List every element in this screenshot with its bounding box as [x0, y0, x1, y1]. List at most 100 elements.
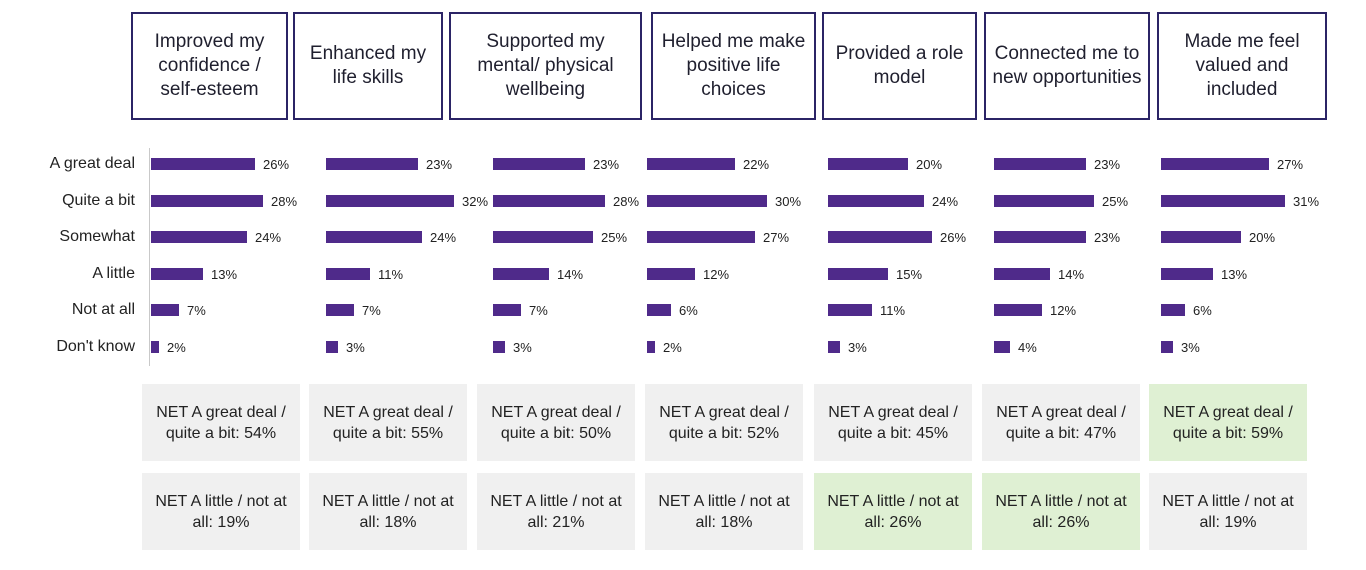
net-summary-box: NET A little / not at all: 19% — [142, 473, 300, 550]
bar — [1161, 341, 1173, 353]
bar — [493, 341, 505, 353]
data-label: 32% — [462, 194, 489, 209]
bar — [151, 231, 247, 243]
bar — [828, 304, 872, 316]
y-axis-line — [149, 148, 150, 366]
net-summary-box: NET A great deal / quite a bit: 47% — [982, 384, 1140, 461]
series-header: Supported my mental/ physical wellbeing — [449, 12, 642, 120]
series-header: Connected me to new opportunities — [984, 12, 1150, 120]
data-label: 6% — [1193, 303, 1212, 318]
bar — [493, 231, 593, 243]
bar — [1161, 268, 1213, 280]
bar — [493, 304, 521, 316]
bar — [994, 341, 1010, 353]
bar — [994, 304, 1042, 316]
bar — [1161, 158, 1269, 170]
data-label: 30% — [775, 194, 802, 209]
data-label: 3% — [848, 340, 867, 355]
net-summary-box: NET A little / not at all: 26% — [982, 473, 1140, 550]
series-header: Improved my confidence / self-esteem — [131, 12, 288, 120]
bar — [828, 268, 888, 280]
net-summary-box: NET A great deal / quite a bit: 50% — [477, 384, 635, 461]
data-label: 4% — [1018, 340, 1037, 355]
bar — [994, 158, 1086, 170]
bar — [994, 268, 1050, 280]
data-label: 11% — [880, 303, 906, 318]
bar — [326, 231, 422, 243]
data-label: 24% — [430, 230, 457, 245]
bar — [493, 195, 605, 207]
net-summary-box: NET A great deal / quite a bit: 59% — [1149, 384, 1307, 461]
data-label: 31% — [1293, 194, 1320, 209]
bar — [326, 304, 354, 316]
net-summary-box: NET A little / not at all: 21% — [477, 473, 635, 550]
bar — [647, 195, 767, 207]
data-label: 13% — [1221, 267, 1248, 282]
data-label: 7% — [529, 303, 548, 318]
category-label: Don't know — [56, 338, 135, 355]
bar — [326, 268, 370, 280]
data-label: 3% — [346, 340, 365, 355]
data-label: 11% — [378, 267, 404, 282]
net-summary-box: NET A great deal / quite a bit: 45% — [814, 384, 972, 461]
net-summary-box: NET A great deal / quite a bit: 55% — [309, 384, 467, 461]
data-label: 23% — [1094, 157, 1121, 172]
data-label: 13% — [211, 267, 238, 282]
bar — [326, 195, 454, 207]
bar — [647, 341, 655, 353]
data-label: 3% — [1181, 340, 1200, 355]
bar — [493, 158, 585, 170]
data-label: 26% — [940, 230, 967, 245]
bar — [151, 195, 263, 207]
net-summary-box: NET A great deal / quite a bit: 54% — [142, 384, 300, 461]
net-summary-box: NET A little / not at all: 26% — [814, 473, 972, 550]
data-label: 23% — [1094, 230, 1121, 245]
bar — [326, 341, 338, 353]
net-summary-box: NET A little / not at all: 19% — [1149, 473, 1307, 550]
data-label: 14% — [557, 267, 584, 282]
bar — [994, 195, 1094, 207]
bar — [647, 268, 695, 280]
bar — [828, 341, 840, 353]
bar — [647, 158, 735, 170]
data-label: 2% — [167, 340, 186, 355]
data-label: 23% — [593, 157, 620, 172]
bar — [994, 231, 1086, 243]
series-header: Helped me make positive life choices — [651, 12, 816, 120]
data-label: 3% — [513, 340, 532, 355]
data-label: 24% — [932, 194, 959, 209]
bar — [828, 231, 932, 243]
bar — [326, 158, 418, 170]
bar — [151, 341, 159, 353]
data-label: 27% — [1277, 157, 1304, 172]
bar — [1161, 231, 1241, 243]
data-label: 7% — [362, 303, 381, 318]
bar — [151, 158, 255, 170]
data-label: 28% — [271, 194, 298, 209]
series-header: Made me feel valued and included — [1157, 12, 1327, 120]
data-label: 20% — [1249, 230, 1276, 245]
data-label: 28% — [613, 194, 640, 209]
category-label: Not at all — [71, 301, 135, 318]
series-header: Enhanced my life skills — [293, 12, 443, 120]
bar — [493, 268, 549, 280]
data-label: 14% — [1058, 267, 1085, 282]
data-label: 25% — [601, 230, 628, 245]
data-label: 27% — [763, 230, 790, 245]
data-label: 26% — [263, 157, 290, 172]
category-label: A great deal — [49, 155, 135, 172]
data-label: 6% — [679, 303, 698, 318]
bar — [828, 195, 924, 207]
data-label: 20% — [916, 157, 943, 172]
data-label: 12% — [1050, 303, 1077, 318]
data-label: 15% — [896, 267, 923, 282]
data-label: 25% — [1102, 194, 1129, 209]
net-summary-box: NET A great deal / quite a bit: 52% — [645, 384, 803, 461]
series-header: Provided a role model — [822, 12, 977, 120]
bar — [151, 304, 179, 316]
data-label: 2% — [663, 340, 682, 355]
category-label: Quite a bit — [62, 192, 135, 209]
bar — [647, 231, 755, 243]
bar — [151, 268, 203, 280]
bar — [1161, 195, 1285, 207]
